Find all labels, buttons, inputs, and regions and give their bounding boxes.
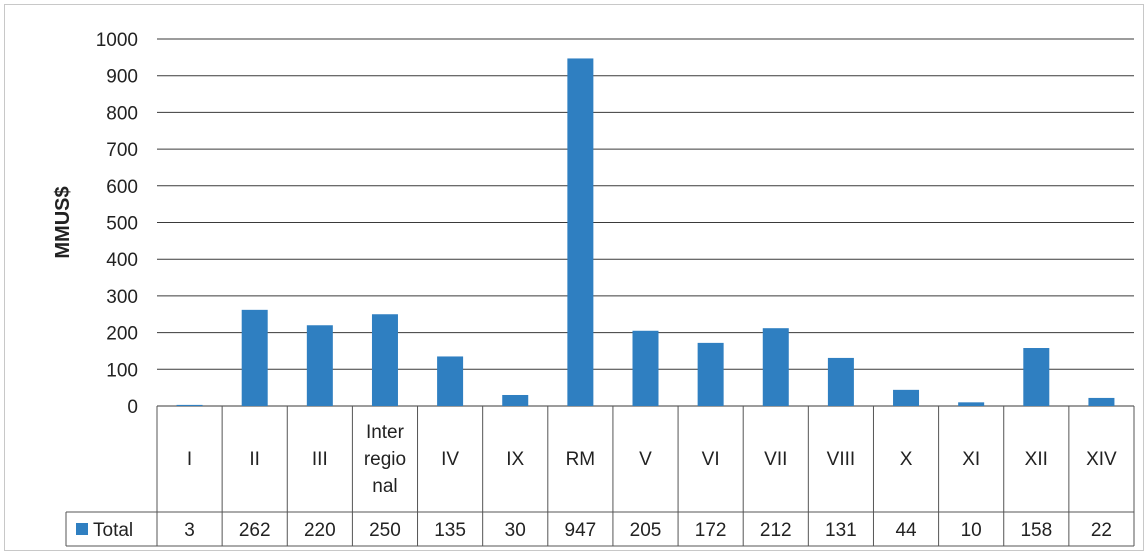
category-label: II	[249, 449, 260, 470]
y-tick-label: 500	[106, 214, 138, 235]
y-tick-label: 1000	[96, 30, 138, 51]
legend-label: Total	[93, 520, 133, 541]
data-value-label: 262	[239, 520, 271, 541]
y-tick-label: 600	[106, 177, 138, 198]
bar	[697, 342, 724, 406]
bar	[241, 309, 268, 406]
data-value-label: 250	[369, 520, 401, 541]
y-tick-label: 300	[106, 287, 138, 308]
bar	[1023, 348, 1050, 406]
category-label: VII	[764, 449, 787, 470]
bar	[762, 328, 789, 406]
category-label: X	[900, 449, 913, 470]
bar	[1088, 397, 1115, 406]
data-value-label: 135	[434, 520, 466, 541]
bar	[958, 402, 985, 406]
data-value-label: 10	[961, 520, 982, 541]
data-value-label: 131	[825, 520, 857, 541]
bar	[893, 389, 920, 406]
category-label: nal	[372, 476, 397, 497]
category-label: Inter	[366, 422, 405, 443]
chart-frame: 0 100 200 300 400 500 600 700 800 900 1000 MMUS$ I II…	[4, 4, 1144, 551]
bar	[437, 356, 464, 406]
legend-key	[76, 523, 88, 535]
category-label: RM	[566, 449, 596, 470]
data-value-label: 22	[1091, 520, 1112, 541]
y-tick-label: 0	[127, 397, 138, 418]
bar	[827, 357, 854, 406]
y-tick-label: 700	[106, 140, 138, 161]
category-label: III	[312, 449, 328, 470]
data-value-label: 947	[565, 520, 597, 541]
bar	[567, 58, 594, 407]
y-tick-label: 100	[106, 360, 138, 381]
category-label: V	[639, 449, 652, 470]
y-axis-label: MMUS$	[52, 186, 74, 258]
y-tick-label: 800	[106, 103, 138, 124]
category-label: I	[187, 449, 192, 470]
data-value-label: 3	[184, 520, 195, 541]
category-label: VIII	[827, 449, 856, 470]
bar	[306, 325, 333, 406]
category-label: VI	[702, 449, 720, 470]
data-value-label: 172	[695, 520, 727, 541]
data-value-label: 212	[760, 520, 792, 541]
category-label: XII	[1025, 449, 1048, 470]
data-value-label: 30	[505, 520, 526, 541]
data-value-label: 44	[895, 520, 917, 541]
bar	[371, 314, 398, 406]
category-label: XI	[962, 449, 980, 470]
data-value-label: 220	[304, 520, 336, 541]
bar	[632, 330, 659, 406]
category-label: regio	[364, 449, 406, 470]
data-value-label: 205	[630, 520, 662, 541]
y-tick-label: 400	[106, 250, 138, 271]
bar	[176, 404, 203, 406]
y-tick-label: 200	[106, 324, 138, 345]
bar	[502, 394, 529, 406]
category-label: XIV	[1086, 449, 1117, 470]
y-tick-label: 900	[106, 67, 138, 88]
category-label: IX	[506, 449, 524, 470]
data-value-label: 158	[1020, 520, 1052, 541]
category-label: IV	[441, 449, 459, 470]
